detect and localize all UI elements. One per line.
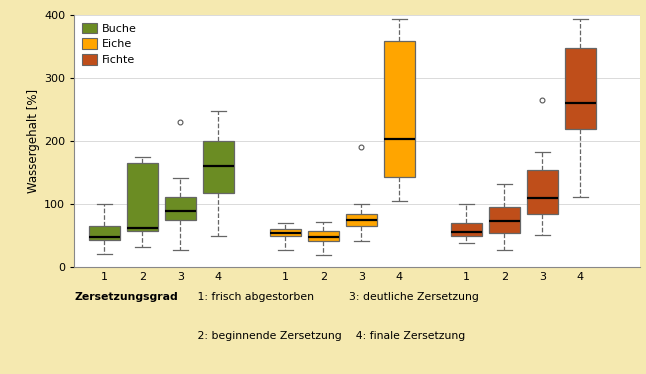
PathPatch shape	[307, 232, 339, 241]
PathPatch shape	[451, 223, 482, 236]
PathPatch shape	[565, 48, 596, 129]
PathPatch shape	[489, 207, 520, 233]
PathPatch shape	[526, 169, 558, 214]
Text: 1: frisch abgestorben          3: deutliche Zersetzung: 1: frisch abgestorben 3: deutliche Zerse…	[187, 292, 479, 302]
PathPatch shape	[89, 226, 120, 240]
PathPatch shape	[203, 141, 234, 193]
PathPatch shape	[270, 229, 301, 236]
PathPatch shape	[127, 163, 158, 232]
PathPatch shape	[384, 42, 415, 177]
Legend: Buche, Eiche, Fichte: Buche, Eiche, Fichte	[78, 18, 141, 70]
Text: Zersetzungsgrad: Zersetzungsgrad	[74, 292, 178, 302]
PathPatch shape	[165, 197, 196, 220]
Y-axis label: Wassergehalt [%]: Wassergehalt [%]	[27, 89, 40, 193]
Text: 2: beginnende Zersetzung    4: finale Zersetzung: 2: beginnende Zersetzung 4: finale Zerse…	[187, 331, 466, 341]
PathPatch shape	[346, 214, 377, 226]
